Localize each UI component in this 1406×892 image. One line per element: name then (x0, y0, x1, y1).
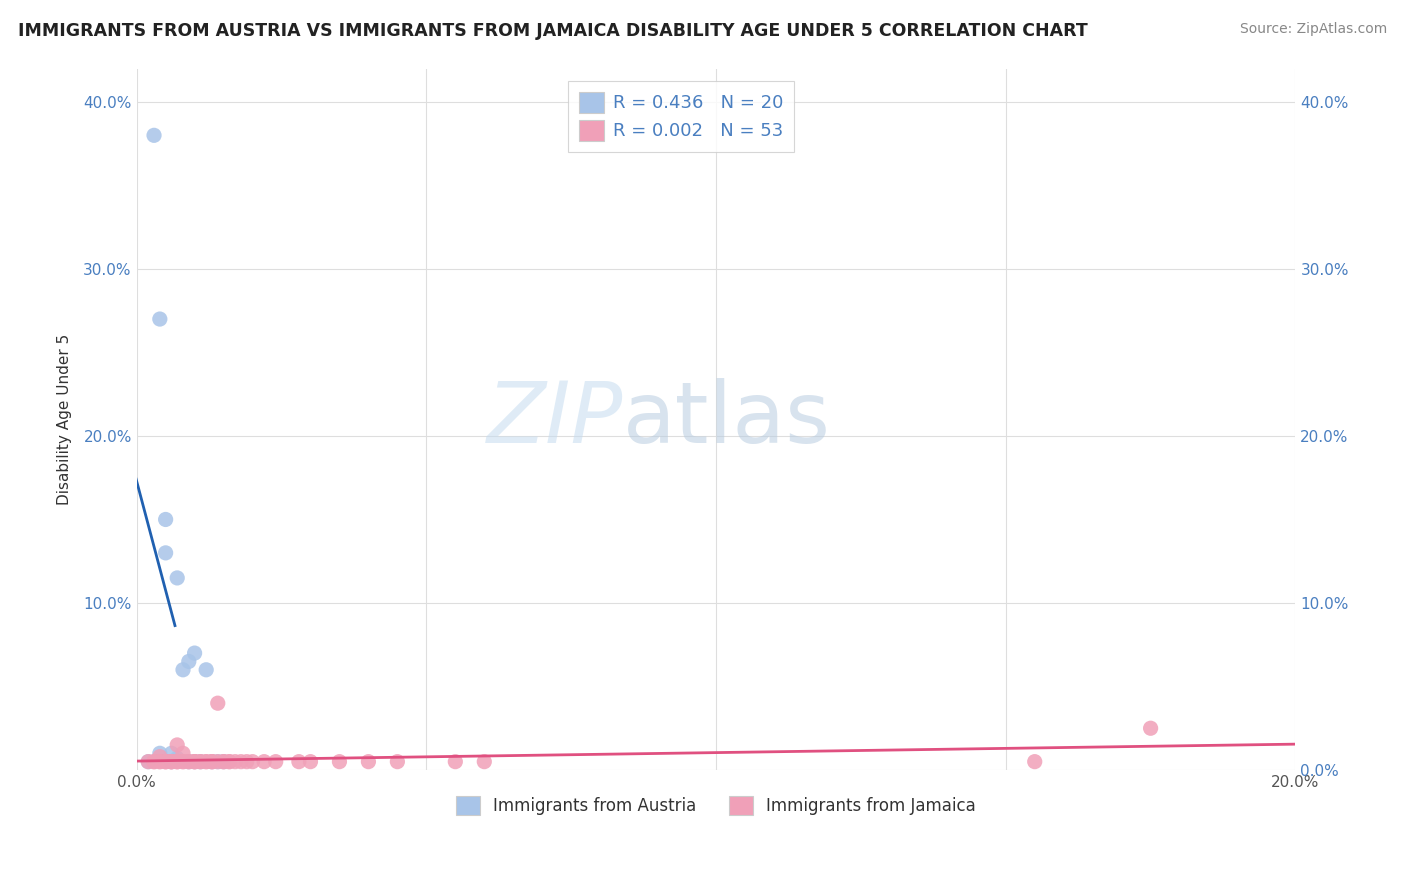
Point (160, 755, 183, 769)
Point (387, 755, 409, 769)
Point (160, 747, 183, 761)
Y-axis label: Disability Age Under 5: Disability Age Under 5 (58, 334, 72, 505)
Point (183, 755, 205, 769)
Point (299, 755, 322, 769)
Point (155, 755, 177, 769)
Point (190, 755, 212, 769)
Point (143, 128, 166, 143)
Point (160, 755, 183, 769)
Point (166, 755, 188, 769)
Point (253, 755, 276, 769)
Point (136, 755, 159, 769)
Point (201, 755, 224, 769)
Point (235, 755, 257, 769)
Point (183, 755, 205, 769)
Point (149, 755, 172, 769)
Point (177, 755, 200, 769)
Point (155, 755, 177, 769)
Point (264, 755, 287, 769)
Point (328, 755, 350, 769)
Point (177, 655, 200, 669)
Point (224, 755, 246, 769)
Text: Source: ZipAtlas.com: Source: ZipAtlas.com (1240, 22, 1388, 37)
Point (195, 755, 218, 769)
Point (1024, 755, 1046, 769)
Point (229, 755, 252, 769)
Point (149, 749, 172, 764)
Point (207, 755, 229, 769)
Point (195, 663, 218, 677)
Point (212, 755, 235, 769)
Point (190, 755, 212, 769)
Point (444, 755, 467, 769)
Point (1139, 721, 1161, 735)
Point (155, 512, 177, 526)
Legend: Immigrants from Austria, Immigrants from Jamaica: Immigrants from Austria, Immigrants from… (446, 786, 986, 825)
Point (288, 755, 311, 769)
Point (143, 755, 166, 769)
Point (143, 755, 166, 769)
Point (172, 755, 194, 769)
Text: ZIP: ZIP (486, 377, 623, 461)
Point (166, 755, 188, 769)
Point (166, 571, 188, 585)
Point (172, 663, 194, 677)
Point (218, 755, 240, 769)
Point (155, 755, 177, 769)
Point (201, 755, 224, 769)
Text: IMMIGRANTS FROM AUSTRIA VS IMMIGRANTS FROM JAMAICA DISABILITY AGE UNDER 5 CORREL: IMMIGRANTS FROM AUSTRIA VS IMMIGRANTS FR… (18, 22, 1088, 40)
Point (212, 755, 235, 769)
Point (166, 751, 188, 765)
Point (136, 755, 159, 769)
Point (149, 747, 172, 761)
Point (149, 755, 172, 769)
Point (160, 755, 183, 769)
Point (160, 755, 183, 769)
Text: atlas: atlas (623, 377, 831, 461)
Point (195, 755, 218, 769)
Point (357, 755, 380, 769)
Point (177, 755, 200, 769)
Point (207, 696, 229, 710)
Point (218, 755, 240, 769)
Point (201, 755, 224, 769)
Point (472, 755, 495, 769)
Point (207, 755, 229, 769)
Point (166, 738, 188, 752)
Point (166, 755, 188, 769)
Point (242, 755, 264, 769)
Point (183, 755, 205, 769)
Point (183, 646, 205, 660)
Point (149, 312, 172, 326)
Point (183, 755, 205, 769)
Point (172, 755, 194, 769)
Point (155, 546, 177, 560)
Point (177, 755, 200, 769)
Point (172, 747, 194, 761)
Point (201, 755, 224, 769)
Point (160, 755, 183, 769)
Point (212, 755, 235, 769)
Point (190, 755, 212, 769)
